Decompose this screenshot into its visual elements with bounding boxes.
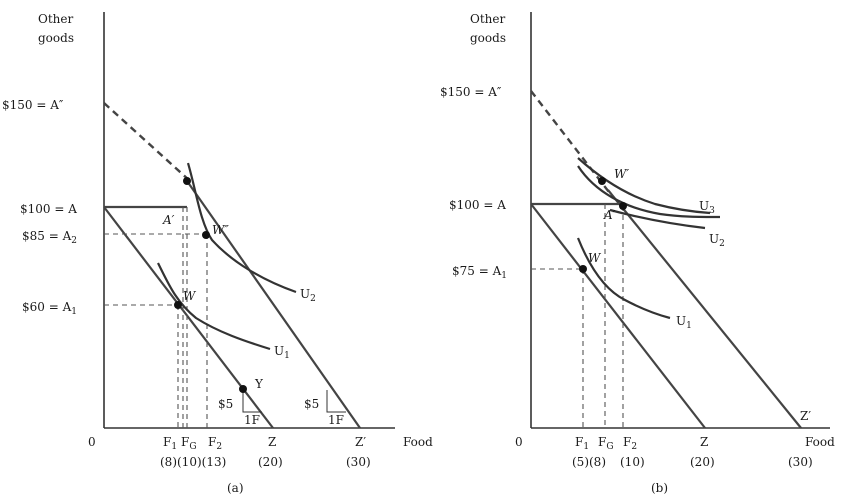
panel-a-y-label-60: $60 = A1 xyxy=(22,300,77,317)
panel-a-slope-qty-2: 1F xyxy=(328,413,344,427)
panel-b-label-U1: U1 xyxy=(676,314,692,331)
panel-b-caption: (b) xyxy=(651,481,668,495)
panel-a-label-Y: Y xyxy=(254,377,264,391)
panel-a-label-U1: U1 xyxy=(274,344,290,361)
panel-b-x-label-F2: F2 xyxy=(623,435,637,452)
panel-b-label-Wprime: W′ xyxy=(614,167,629,181)
panel-a-x-value-30: (30) xyxy=(346,455,371,469)
panel-b-y-label-75: $75 = A1 xyxy=(452,264,507,281)
panel-b-label-U3: U3 xyxy=(699,199,715,216)
panel-a-slope-price-2: $5 xyxy=(304,397,319,411)
panel-a-point-Wdoubleprime xyxy=(202,231,210,239)
panel-b-budget-extension-dashed xyxy=(530,90,613,197)
panel-a-indifference-curve-U2 xyxy=(186,162,297,294)
panel-a-origin-label: 0 xyxy=(88,435,96,449)
panel-a-label-Wdoubleprime: W″ xyxy=(212,223,229,237)
panel-b-indifference-curve-U1 xyxy=(576,237,671,320)
panel-a-x-label-F2: F2 xyxy=(208,435,222,452)
panel-b-x-value-30: (30) xyxy=(788,455,813,469)
panel-b-point-Wprime xyxy=(598,177,606,185)
panel-b-y-axis-title-line1: Other xyxy=(470,12,505,26)
panel-a-x-values-F: (8)(10)(13) xyxy=(160,455,226,469)
panel-a-x-axis-title: Food xyxy=(403,435,433,449)
panel-b-point-W xyxy=(579,265,587,273)
panel-a-label-U2: U2 xyxy=(300,287,316,304)
panel-b-x-axis-title: Food xyxy=(805,435,835,449)
panel-a-y-label-100: $100 = A xyxy=(20,202,77,216)
panel-a-x-label-Zprime: Z′ xyxy=(355,435,366,449)
panel-a-x-label-Z: Z xyxy=(268,435,276,449)
panel-b-x-label-Z: Z xyxy=(700,435,708,449)
panel-b-indifference-curve-U2-upper xyxy=(577,157,711,215)
panel-a-budget-line-AZ xyxy=(103,206,274,429)
panel-b-label-U2: U2 xyxy=(709,232,725,249)
panel-b-x-label-FG: FG xyxy=(598,435,614,452)
panel-b-origin-label: 0 xyxy=(515,435,523,449)
panel-a-y-axis-title-line2: goods xyxy=(38,31,74,45)
panel-a-x-label-F1: F1 xyxy=(163,435,177,452)
panel-a-slope-qty-1: 1F xyxy=(244,413,260,427)
panel-a-y-label-150: $150 = A″ xyxy=(2,98,64,112)
panel-b-budget-line-AZprime xyxy=(607,189,802,429)
panel-b-y-label-150: $150 = A″ xyxy=(440,85,502,99)
panel-b-y-axis-title-line2: goods xyxy=(470,31,506,45)
panel-a-point-Aprime xyxy=(183,177,191,185)
panel-b-budget-line-AZ xyxy=(530,203,706,429)
panel-a-label-W: W xyxy=(183,289,197,303)
panel-b-x-label-F1: F1 xyxy=(575,435,589,452)
panel-b-y-label-100: $100 = A xyxy=(449,198,506,212)
panel-b-x-values-F: (5)(8) xyxy=(572,455,606,469)
panel-b-label-Aprime: A′ xyxy=(603,208,616,222)
panel-a-label-Aprime: A′ xyxy=(162,213,175,227)
panel-a-x-label-FG: FG xyxy=(181,435,197,452)
panel-a-point-W xyxy=(174,301,182,309)
panel-b-point-Aprime xyxy=(619,202,627,210)
panel-a-slope-price-1: $5 xyxy=(218,397,233,411)
panel-b: Other goods Food 0 $150 = A″ $100 = A $7… xyxy=(440,12,835,495)
panel-b-label-W: W xyxy=(588,251,602,265)
panel-a-point-Y xyxy=(239,385,247,393)
panel-b-x-value-20: (20) xyxy=(690,455,715,469)
panel-a-slope-triangle-1 xyxy=(242,390,262,413)
panel-a-slope-triangle-2 xyxy=(326,390,346,413)
panel-b-indifference-curve-U2 xyxy=(609,208,706,230)
panel-a-budget-line-AZprime xyxy=(186,180,361,429)
panel-a-budget-extension-dashed xyxy=(103,102,191,182)
panel-b-indifference-curve-U3 xyxy=(577,165,721,219)
panel-a-caption: (a) xyxy=(227,481,244,495)
panel-a-y-label-85: $85 = A2 xyxy=(22,229,77,246)
panel-b-x-value-10: (10) xyxy=(620,455,645,469)
panel-b-x-label-Zprime: Z′ xyxy=(800,409,811,423)
panel-a-y-axis-title-line1: Other xyxy=(38,12,73,26)
panel-a-indifference-curve-U1 xyxy=(157,262,271,351)
panel-a-x-value-20: (20) xyxy=(258,455,283,469)
panel-a: Other goods Food 0 $150 = A″ $100 = A $ xyxy=(2,12,433,495)
